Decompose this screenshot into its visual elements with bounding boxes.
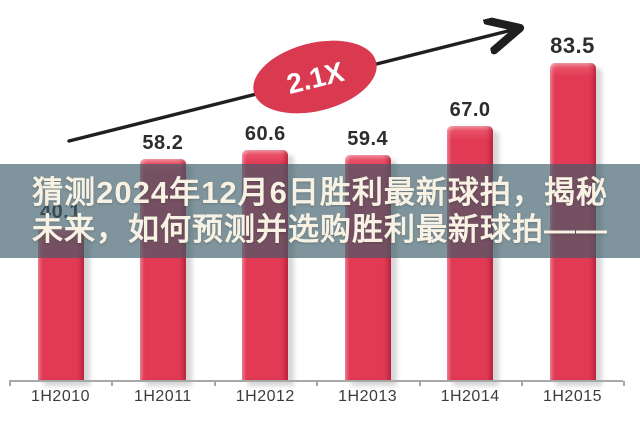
x-axis-label-1H2015: 1H2015	[542, 388, 603, 405]
axis-tick	[9, 381, 11, 386]
axis-tick	[316, 381, 319, 386]
overlay-title-line1: 猜测2024年12月6日胜利最新球拍，揭秘	[32, 175, 608, 210]
axis-tick	[213, 381, 216, 386]
badge-ellipse	[253, 40, 377, 114]
value-label-1H2015: 83.5	[550, 33, 595, 59]
axis-tick	[623, 381, 626, 386]
x-axis-label-1H2014: 1H2014	[440, 388, 500, 405]
growth-multiplier-badge: 2.1X	[253, 40, 377, 114]
x-axis-label-1H2011: 1H2011	[133, 388, 192, 405]
value-label-1H2014: 67.0	[449, 98, 491, 121]
x-axis-line	[9, 380, 623, 382]
value-label-1H2012: 60.6	[244, 123, 286, 146]
value-label-1H2013: 59.4	[347, 127, 389, 150]
title-overlay-band: 猜测2024年12月6日胜利最新球拍，揭秘 未来，如何预测并选购胜利最新球拍——	[0, 164, 640, 258]
axis-tick	[418, 381, 421, 386]
x-axis-label-1H2012: 1H2012	[235, 388, 295, 405]
x-axis-label-1H2013: 1H2013	[338, 388, 398, 405]
value-label-1H2011: 58.2	[142, 132, 184, 155]
axis-tick	[521, 381, 523, 386]
overlay-title-line2: 未来，如何预测并选购胜利最新球拍——	[32, 212, 608, 247]
axis-tick	[111, 381, 114, 386]
x-axis-label-1H2010: 1H2010	[30, 388, 91, 405]
